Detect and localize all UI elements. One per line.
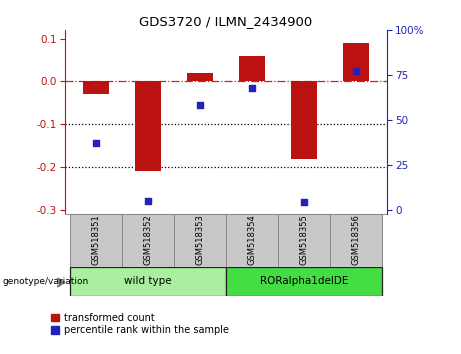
Bar [83, 81, 109, 94]
Text: GSM518352: GSM518352 [143, 214, 152, 265]
Bar [291, 81, 317, 159]
FancyArrow shape [58, 278, 65, 287]
Bar [330, 214, 382, 267]
Point [352, 69, 360, 74]
Bar [187, 73, 213, 81]
Text: RORalpha1delDE: RORalpha1delDE [260, 276, 348, 286]
Title: GDS3720 / ILMN_2434900: GDS3720 / ILMN_2434900 [139, 15, 313, 28]
Bar [343, 43, 369, 81]
Bar [70, 214, 122, 267]
Text: GSM518355: GSM518355 [300, 214, 308, 265]
Point [248, 85, 255, 90]
Bar [226, 267, 382, 296]
Text: GSM518356: GSM518356 [351, 214, 361, 265]
Text: GSM518354: GSM518354 [248, 214, 256, 265]
Bar [174, 214, 226, 267]
Bar [135, 81, 161, 171]
Point [92, 140, 100, 146]
Point [196, 103, 204, 108]
Point [300, 200, 307, 205]
Bar [70, 267, 226, 296]
Legend: transformed count, percentile rank within the sample: transformed count, percentile rank withi… [51, 313, 229, 335]
Bar [278, 214, 330, 267]
Bar [122, 214, 174, 267]
Text: GSM518351: GSM518351 [91, 214, 100, 265]
Bar [239, 56, 265, 81]
Point [144, 198, 152, 204]
Text: GSM518353: GSM518353 [195, 214, 204, 265]
Text: wild type: wild type [124, 276, 171, 286]
Text: genotype/variation: genotype/variation [2, 277, 89, 286]
Bar [226, 214, 278, 267]
